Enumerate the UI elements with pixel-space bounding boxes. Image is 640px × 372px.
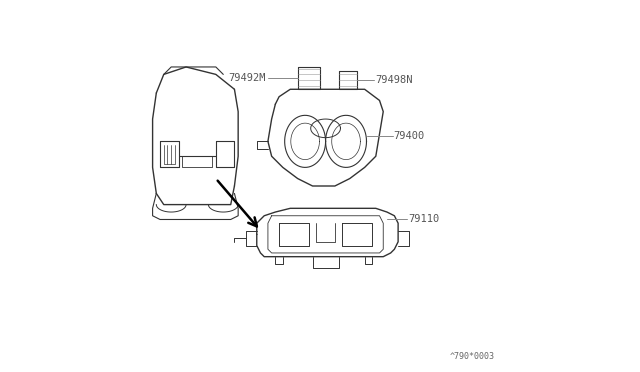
Text: 79400: 79400 — [394, 131, 425, 141]
Text: 79498N: 79498N — [375, 75, 413, 85]
Text: 79110: 79110 — [408, 215, 440, 224]
Text: ^790*0003: ^790*0003 — [450, 352, 495, 361]
Text: 79492M: 79492M — [228, 73, 266, 83]
